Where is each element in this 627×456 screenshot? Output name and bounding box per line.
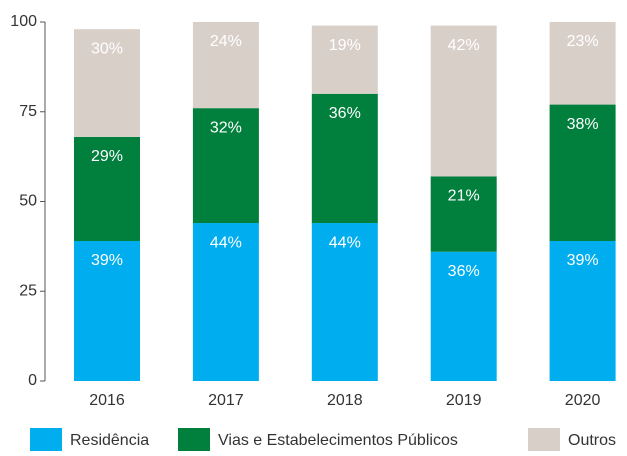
x-tick-label: 2020 [565, 392, 601, 409]
legend-swatch [528, 428, 560, 451]
legend-swatch [30, 428, 62, 451]
bar-segment [74, 136, 140, 241]
value-label: 24% [210, 33, 242, 50]
bar-segment [430, 25, 497, 177]
y-tick-label: 100 [10, 13, 37, 30]
value-label: 39% [91, 252, 123, 269]
legend-label: Outros [568, 432, 616, 449]
bar-segment [192, 108, 259, 224]
x-tick-label: 2016 [89, 392, 125, 409]
value-label: 29% [91, 148, 123, 165]
bar-segment [311, 93, 378, 224]
bar-segment [549, 22, 616, 105]
value-label: 36% [448, 263, 480, 280]
y-tick-label: 25 [19, 282, 37, 299]
bar-segment [192, 223, 259, 381]
bar-segment [192, 22, 259, 109]
value-label: 38% [567, 116, 599, 133]
value-label: 19% [329, 37, 361, 54]
value-label: 36% [329, 105, 361, 122]
bar-segment [549, 104, 616, 241]
y-tick-label: 75 [19, 103, 37, 120]
value-label: 23% [567, 33, 599, 50]
bar-segment [74, 240, 140, 381]
legend-swatch [178, 428, 210, 451]
bar-segment [311, 25, 378, 94]
value-label: 42% [448, 37, 480, 54]
value-label: 39% [567, 252, 599, 269]
x-tick-label: 2019 [446, 392, 482, 409]
bar-segment [74, 29, 140, 137]
legend-label: Vias e Estabelecimentos Públicos [218, 432, 458, 449]
bar-segment [430, 251, 497, 381]
x-tick-label: 2018 [327, 392, 363, 409]
y-tick-label: 0 [28, 372, 37, 389]
value-label: 44% [329, 234, 361, 251]
value-label: 30% [91, 40, 123, 57]
bar-segment [430, 176, 497, 252]
bar-segment [311, 223, 378, 381]
value-label: 21% [448, 188, 480, 205]
legend-label: Residência [70, 432, 149, 449]
x-tick-label: 2017 [208, 392, 244, 409]
value-label: 32% [210, 119, 242, 136]
value-label: 44% [210, 234, 242, 251]
y-tick-label: 50 [19, 193, 37, 210]
bar-segment [549, 240, 616, 381]
